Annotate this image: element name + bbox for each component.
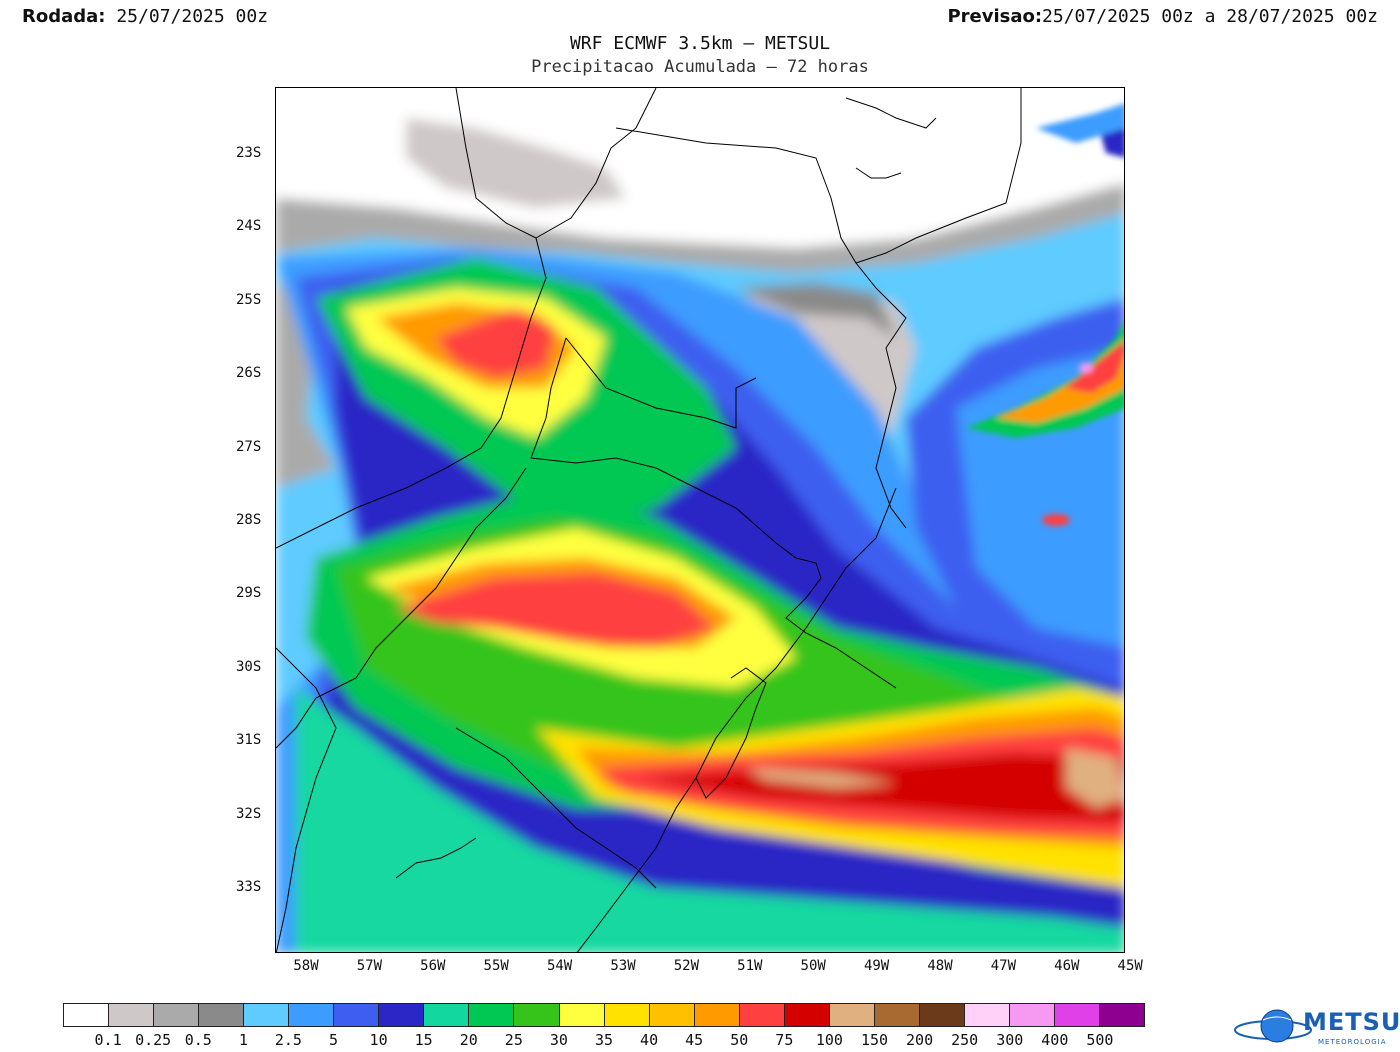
metsul-globe-icon bbox=[1234, 1009, 1312, 1043]
legend-swatch bbox=[604, 1004, 650, 1026]
legend-label: 75 bbox=[775, 1031, 794, 1049]
legend-label: 250 bbox=[951, 1031, 979, 1049]
legend-swatch bbox=[334, 1004, 380, 1026]
previsao-value: 25/07/2025 00z a 28/07/2025 00z bbox=[1042, 6, 1378, 27]
legend-swatch bbox=[649, 1004, 695, 1026]
legend-label: 15 bbox=[414, 1031, 433, 1049]
rodada-label: Rodada: bbox=[22, 6, 106, 27]
legend-label: 30 bbox=[549, 1031, 568, 1049]
longitude-label: 49W bbox=[863, 958, 890, 974]
legend-label: 20 bbox=[459, 1031, 478, 1049]
legend-swatch bbox=[739, 1004, 785, 1026]
latitude-label: 24S bbox=[236, 218, 262, 235]
longitude-label: 55W bbox=[483, 958, 509, 974]
legend-swatch bbox=[199, 1004, 245, 1026]
longitude-label: 45W bbox=[1117, 958, 1143, 974]
legend-label: 40 bbox=[640, 1031, 659, 1049]
legend-label: 50 bbox=[730, 1031, 749, 1049]
legend-label: 25 bbox=[504, 1031, 523, 1049]
legend-label: 5 bbox=[328, 1031, 339, 1049]
legend-label: 200 bbox=[906, 1031, 934, 1049]
legend-label: 10 bbox=[369, 1031, 388, 1049]
previsao-info: Previsao:25/07/2025 00z a 28/07/2025 00z bbox=[947, 6, 1378, 27]
metsul-logo-text: METSUL bbox=[1303, 1008, 1400, 1036]
legend-label: 0.1 bbox=[94, 1031, 122, 1049]
latitude-label: 32S bbox=[236, 805, 262, 822]
precipitation-field bbox=[276, 88, 1124, 952]
metsul-logo-subtext: METEOROLOGIA bbox=[1318, 1038, 1387, 1046]
legend-label: 150 bbox=[860, 1031, 889, 1049]
map-subtitle: Precipitacao Acumulada – 72 horas bbox=[531, 57, 869, 77]
longitude-label: 53W bbox=[610, 958, 636, 974]
legend-swatch bbox=[694, 1004, 740, 1026]
longitude-label: 57W bbox=[356, 958, 383, 974]
latitude-label: 30S bbox=[236, 658, 262, 675]
legend-swatch bbox=[109, 1004, 155, 1026]
latitude-label: 23S bbox=[236, 145, 262, 161]
legend-label: 2.5 bbox=[274, 1031, 302, 1049]
legend-label: 1 bbox=[238, 1031, 248, 1049]
legend-swatch bbox=[784, 1004, 830, 1026]
legend-label: 100 bbox=[815, 1031, 843, 1049]
latitude-label: 29S bbox=[236, 585, 262, 602]
legend-swatch bbox=[919, 1004, 965, 1026]
previsao-label: Previsao: bbox=[947, 6, 1043, 27]
latitude-label: 27S bbox=[236, 438, 262, 455]
legend-swatch bbox=[244, 1004, 290, 1026]
longitude-label: 50W bbox=[800, 958, 826, 974]
legend-swatch bbox=[289, 1004, 335, 1026]
latitude-label: 25S bbox=[236, 291, 262, 308]
legend-swatch bbox=[64, 1004, 110, 1026]
legend-label: 0.5 bbox=[184, 1031, 212, 1049]
latitude-label: 26S bbox=[236, 365, 262, 382]
legend-label: 400 bbox=[1041, 1031, 1069, 1049]
legend-swatch bbox=[1009, 1004, 1056, 1026]
latitude-label: 31S bbox=[236, 732, 262, 749]
precipitation-legend-bar bbox=[63, 1003, 1145, 1027]
legend-label: 45 bbox=[685, 1031, 704, 1049]
map-title: WRF ECMWF 3.5km – METSUL bbox=[569, 33, 831, 54]
legend-swatch bbox=[559, 1004, 605, 1026]
rodada-value: 25/07/2025 00z bbox=[116, 6, 269, 27]
legend-label: 500 bbox=[1086, 1031, 1114, 1049]
longitude-label: 52W bbox=[673, 958, 700, 974]
legend-swatch bbox=[469, 1004, 515, 1026]
legend-swatch bbox=[964, 1004, 1010, 1026]
longitude-label: 58W bbox=[293, 958, 319, 974]
precipitation-map bbox=[275, 87, 1125, 953]
legend-swatch bbox=[379, 1004, 425, 1026]
legend-label: 0.25 bbox=[135, 1031, 172, 1049]
boundary-lines bbox=[276, 88, 1022, 952]
longitude-label: 47W bbox=[990, 958, 1017, 974]
rodada-info: Rodada: 25/07/2025 00z bbox=[22, 6, 268, 27]
longitude-label: 54W bbox=[546, 958, 573, 974]
legend-swatch bbox=[154, 1004, 200, 1026]
latitude-label: 28S bbox=[236, 512, 262, 528]
longitude-label: 48W bbox=[927, 958, 953, 974]
legend-swatch bbox=[1055, 1004, 1101, 1026]
legend-swatch bbox=[874, 1004, 920, 1026]
legend-swatch bbox=[829, 1004, 875, 1026]
latitude-label: 33S bbox=[236, 879, 262, 895]
legend-label: 35 bbox=[594, 1031, 614, 1049]
legend-swatch bbox=[514, 1004, 560, 1026]
longitude-label: 46W bbox=[1054, 958, 1080, 974]
longitude-label: 56W bbox=[420, 958, 446, 974]
legend-label: 300 bbox=[996, 1031, 1024, 1049]
longitude-label: 51W bbox=[737, 958, 763, 974]
legend-swatch bbox=[424, 1004, 470, 1026]
legend-swatch bbox=[1100, 1004, 1145, 1026]
